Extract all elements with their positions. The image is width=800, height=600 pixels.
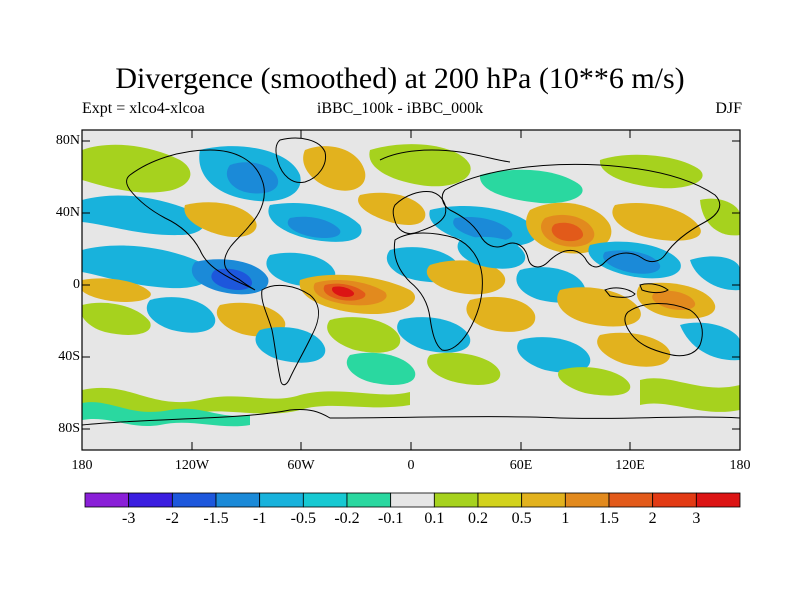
colorbar-label: 0.2: [468, 510, 488, 527]
colorbar-label: 0.5: [511, 510, 532, 527]
coastline-europe: [392, 191, 447, 235]
field-patch: [517, 337, 591, 373]
field-patch: [303, 146, 366, 191]
lat-label-0: 0: [73, 277, 80, 292]
field-patch: [82, 387, 410, 418]
coastline-antarctica: [82, 409, 740, 426]
colorbar-swatch: [128, 492, 173, 508]
divergence-field: [82, 144, 740, 427]
field-patch: [184, 202, 257, 238]
colorbar-label: -0.5: [290, 510, 316, 527]
field-patch: [479, 169, 583, 204]
colorbar-swatch: [259, 492, 304, 508]
lon-label-60w: 60W: [287, 458, 315, 473]
season-label: DJF: [715, 100, 742, 117]
colorbar-label: 0.1: [424, 510, 445, 527]
field-patch: [82, 278, 151, 303]
experiment-label: Expt = xlco4-xlcoa: [82, 100, 205, 117]
field-patch: [358, 192, 426, 225]
lat-tick-marks: [82, 140, 740, 430]
colorbar-swatch: [302, 492, 348, 508]
field-patch: [457, 236, 526, 269]
colorbar-swatch: [695, 492, 741, 508]
field-patch: [612, 202, 701, 241]
colorbar-swatch: [171, 492, 217, 508]
lat-label-80n: 80N: [55, 133, 80, 148]
colorbar-label: 2: [648, 510, 657, 527]
coastline-south-america: [261, 284, 319, 386]
lat-label-80s: 80S: [58, 421, 80, 436]
colorbar-swatch: [521, 492, 566, 508]
colorbar-label: -0.1: [377, 510, 404, 527]
field-patch: [82, 302, 151, 335]
colorbar: [84, 492, 741, 508]
field-patch: [226, 162, 279, 194]
run-difference-label: iBBC_100k - iBBC_000k: [316, 100, 484, 117]
field-patch: [82, 144, 191, 193]
coastline-australia: [624, 303, 703, 357]
lon-label-120e: 120E: [615, 458, 645, 473]
field-patch: [558, 367, 631, 396]
colorbar-label: -3: [121, 510, 136, 527]
colorbar-swatch: [477, 492, 523, 508]
colorbar-swatch: [390, 492, 435, 508]
field-patch: [680, 322, 740, 361]
field-patch: [426, 260, 506, 295]
colorbar-label: -2: [165, 510, 179, 527]
field-patch: [327, 317, 401, 353]
map-background: [82, 130, 740, 450]
coastline-arctic: [379, 149, 511, 163]
colorbar-swatch: [564, 492, 610, 508]
colorbar-label: -0.2: [334, 510, 360, 527]
field-patch: [466, 296, 536, 332]
field-patch: [453, 216, 513, 241]
field-patch: [603, 250, 661, 274]
coastline-africa: [393, 232, 483, 351]
lon-tick-marks: [81, 130, 631, 450]
colorbar-label: -1: [252, 510, 267, 527]
field-patch: [427, 352, 501, 385]
field-patch: [146, 297, 216, 333]
lat-label-40s: 40S: [58, 349, 80, 364]
colorbar-swatch: [346, 492, 392, 508]
field-patch: [551, 222, 584, 242]
colorbar-swatch: [652, 492, 697, 508]
colorbar-swatch: [84, 492, 130, 508]
field-patch: [331, 286, 355, 297]
lat-label-40n: 40N: [55, 205, 80, 220]
colorbar-label: 3: [692, 510, 701, 527]
lon-label-120w: 120W: [174, 458, 210, 473]
colorbar-label: -1.5: [203, 510, 229, 527]
field-patch: [640, 378, 740, 412]
coastlines: [82, 137, 740, 426]
field-patch: [82, 402, 250, 427]
field-patch: [346, 352, 416, 385]
colorbar-label: 1: [561, 510, 570, 527]
field-patch: [690, 256, 740, 291]
field-patch: [287, 216, 341, 238]
lon-label-180w: 180: [71, 458, 93, 473]
coastline-north-america: [126, 149, 265, 291]
field-patch: [597, 332, 671, 367]
coastline-asia: [441, 163, 721, 268]
field-patch: [82, 195, 205, 236]
colorbar-swatch: [215, 492, 261, 508]
coastline-indonesia: [604, 283, 669, 298]
colorbar-label: 1.5: [599, 510, 619, 527]
lon-label-60e: 60E: [509, 458, 533, 473]
field-patch: [82, 245, 212, 289]
field-patch: [652, 290, 696, 311]
colorbar-swatch: [433, 492, 479, 508]
lon-label-0: 0: [407, 458, 415, 473]
field-patch: [700, 198, 740, 236]
plot-title: Divergence (smoothed) at 200 hPa (10**6 …: [115, 62, 685, 95]
colorbar-swatch: [608, 492, 654, 508]
coastline-greenland: [275, 137, 327, 184]
lon-label-180e: 180: [729, 458, 751, 473]
field-patch: [216, 302, 286, 337]
